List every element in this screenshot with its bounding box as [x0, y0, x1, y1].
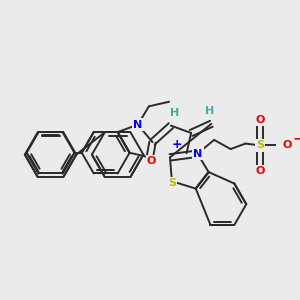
Text: H: H — [170, 108, 179, 118]
Text: O: O — [283, 140, 292, 150]
Text: −: − — [293, 131, 300, 145]
Text: N: N — [133, 120, 142, 130]
Text: N: N — [193, 149, 202, 159]
Text: O: O — [147, 156, 156, 166]
Text: +: + — [172, 138, 183, 151]
Text: O: O — [255, 166, 265, 176]
Text: H: H — [205, 106, 214, 116]
Text: S: S — [168, 178, 176, 188]
Text: O: O — [255, 115, 265, 125]
Text: S: S — [256, 140, 264, 150]
